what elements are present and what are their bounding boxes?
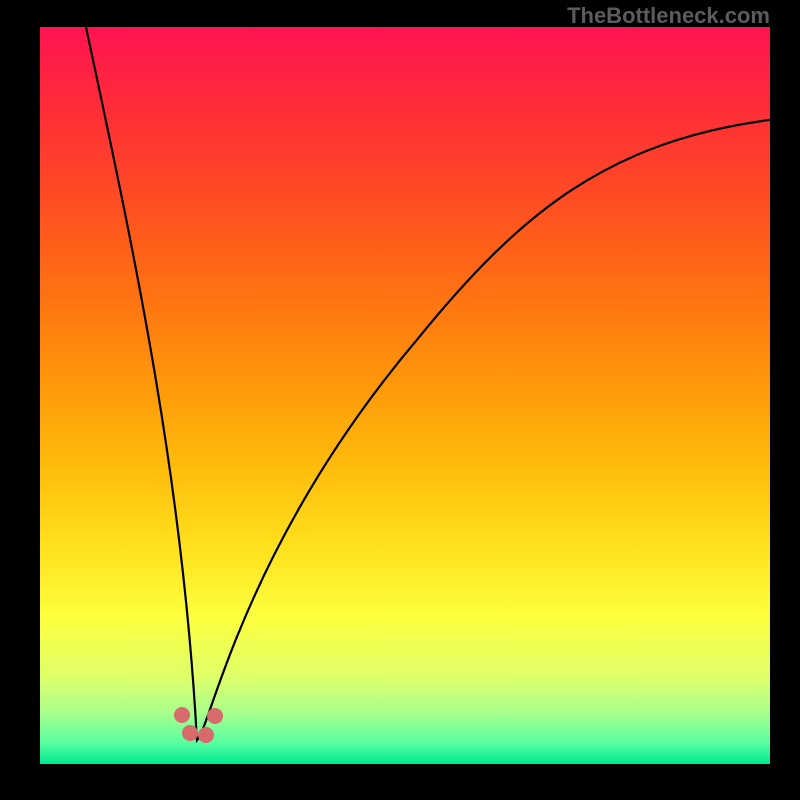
trough-marker xyxy=(207,708,223,724)
trough-marker xyxy=(198,727,214,743)
figure-root: TheBottleneck.com xyxy=(0,0,800,800)
plot-area xyxy=(40,27,770,764)
bottleneck-curve xyxy=(40,27,770,764)
watermark-text: TheBottleneck.com xyxy=(567,3,770,29)
curve-path xyxy=(86,27,770,740)
trough-marker xyxy=(174,707,190,723)
trough-marker xyxy=(182,725,198,741)
